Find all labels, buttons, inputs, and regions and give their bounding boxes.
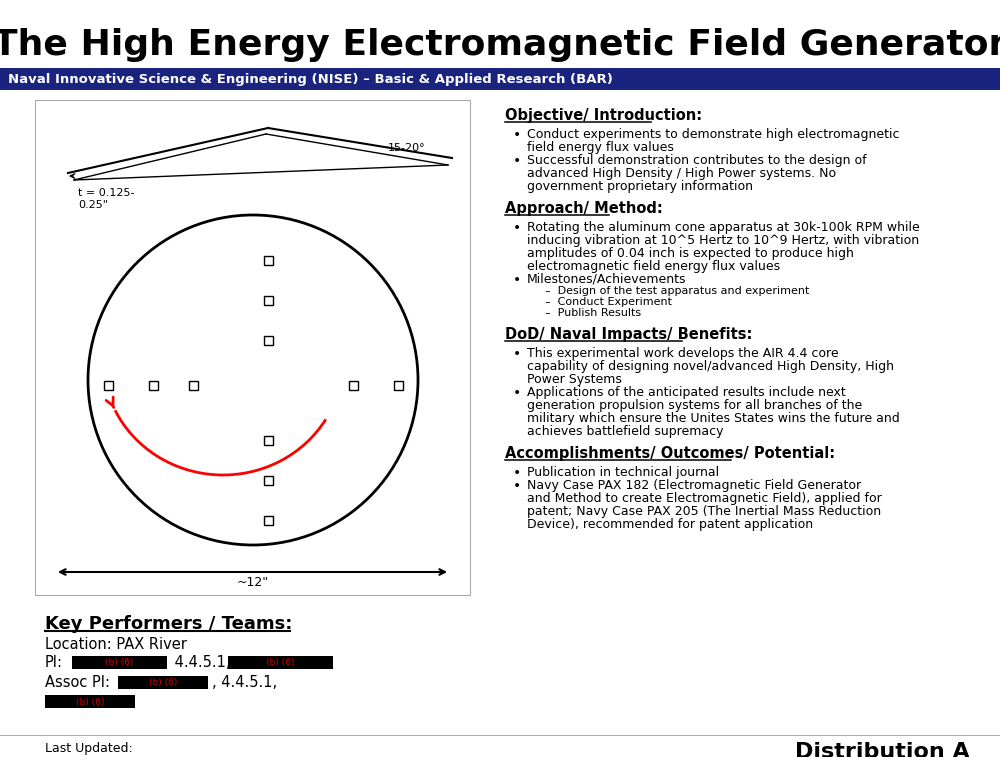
Text: electromagnetic field energy flux values: electromagnetic field energy flux values bbox=[527, 260, 780, 273]
Text: Approach/ Method:: Approach/ Method: bbox=[505, 201, 663, 216]
Text: •: • bbox=[513, 386, 521, 400]
Text: •: • bbox=[513, 273, 521, 287]
Text: 4.4.5.1,: 4.4.5.1, bbox=[170, 655, 230, 670]
Text: government proprietary information: government proprietary information bbox=[527, 180, 753, 193]
Bar bbox=[264, 256, 272, 264]
Bar bbox=[72, 656, 167, 669]
Text: Navy Case PAX 182 (Electromagnetic Field Generator: Navy Case PAX 182 (Electromagnetic Field… bbox=[527, 479, 861, 492]
Text: t = 0.125-
0.25": t = 0.125- 0.25" bbox=[78, 188, 134, 210]
Bar bbox=[264, 475, 272, 484]
Text: •: • bbox=[513, 154, 521, 168]
Bar bbox=[45, 695, 135, 708]
Text: The High Energy Electromagnetic Field Generator: The High Energy Electromagnetic Field Ge… bbox=[0, 28, 1000, 62]
Text: field energy flux values: field energy flux values bbox=[527, 141, 674, 154]
Text: –  Design of the test apparatus and experiment: – Design of the test apparatus and exper… bbox=[545, 286, 809, 296]
Text: •: • bbox=[513, 221, 521, 235]
Text: ~12": ~12" bbox=[236, 576, 269, 589]
Text: •: • bbox=[513, 347, 521, 361]
Text: Last Updated:: Last Updated: bbox=[45, 742, 133, 755]
Bar bbox=[264, 295, 272, 304]
Bar bbox=[104, 381, 112, 390]
Text: Publication in technical journal: Publication in technical journal bbox=[527, 466, 719, 479]
Text: amplitudes of 0.04 inch is expected to produce high: amplitudes of 0.04 inch is expected to p… bbox=[527, 247, 854, 260]
Text: (b) (6): (b) (6) bbox=[149, 678, 177, 687]
Text: Distribution A: Distribution A bbox=[795, 742, 970, 757]
Text: Successful demonstration contributes to the design of: Successful demonstration contributes to … bbox=[527, 154, 867, 167]
Text: DoD/ Naval Impacts/ Benefits:: DoD/ Naval Impacts/ Benefits: bbox=[505, 327, 752, 342]
Bar bbox=[264, 335, 272, 344]
Text: advanced High Density / High Power systems. No: advanced High Density / High Power syste… bbox=[527, 167, 836, 180]
Text: –  Publish Results: – Publish Results bbox=[545, 308, 641, 318]
Text: –  Conduct Experiment: – Conduct Experiment bbox=[545, 297, 672, 307]
Text: military which ensure the Unites States wins the future and: military which ensure the Unites States … bbox=[527, 412, 900, 425]
Text: Accomplishments/ Outcomes/ Potential:: Accomplishments/ Outcomes/ Potential: bbox=[505, 446, 835, 461]
Text: achieves battlefield supremacy: achieves battlefield supremacy bbox=[527, 425, 724, 438]
Bar bbox=[349, 381, 358, 390]
Text: (b) (6): (b) (6) bbox=[266, 658, 294, 666]
Text: Location: PAX River: Location: PAX River bbox=[45, 637, 187, 652]
Text: inducing vibration at 10^5 Hertz to 10^9 Hertz, with vibration: inducing vibration at 10^5 Hertz to 10^9… bbox=[527, 234, 919, 247]
Text: Objective/ Introduction:: Objective/ Introduction: bbox=[505, 108, 702, 123]
Text: (b) (6): (b) (6) bbox=[76, 697, 104, 706]
Text: •: • bbox=[513, 128, 521, 142]
Text: and Method to create Electromagnetic Field), applied for: and Method to create Electromagnetic Fie… bbox=[527, 492, 882, 505]
Text: Conduct experiments to demonstrate high electromagnetic: Conduct experiments to demonstrate high … bbox=[527, 128, 900, 141]
Text: •: • bbox=[513, 479, 521, 493]
Text: (b) (6): (b) (6) bbox=[105, 658, 133, 666]
Text: generation propulsion systems for all branches of the: generation propulsion systems for all br… bbox=[527, 399, 862, 412]
Bar bbox=[188, 381, 198, 390]
Bar bbox=[228, 656, 333, 669]
Text: capability of designing novel/advanced High Density, High: capability of designing novel/advanced H… bbox=[527, 360, 894, 373]
Text: Power Systems: Power Systems bbox=[527, 373, 622, 386]
Text: Device), recommended for patent application: Device), recommended for patent applicat… bbox=[527, 518, 813, 531]
Bar bbox=[394, 381, 402, 390]
Text: This experimental work develops the AIR 4.4 core: This experimental work develops the AIR … bbox=[527, 347, 839, 360]
Text: patent; Navy Case PAX 205 (The Inertial Mass Reduction: patent; Navy Case PAX 205 (The Inertial … bbox=[527, 505, 881, 518]
Text: Rotating the aluminum cone apparatus at 30k-100k RPM while: Rotating the aluminum cone apparatus at … bbox=[527, 221, 920, 234]
Text: 15-20°: 15-20° bbox=[388, 143, 426, 153]
Bar bbox=[35, 100, 470, 595]
Text: Naval Innovative Science & Engineering (NISE) – Basic & Applied Research (BAR): Naval Innovative Science & Engineering (… bbox=[8, 73, 613, 86]
Text: Assoc PI:: Assoc PI: bbox=[45, 675, 110, 690]
Text: Applications of the anticipated results include next: Applications of the anticipated results … bbox=[527, 386, 846, 399]
Bar bbox=[118, 676, 208, 689]
Text: •: • bbox=[513, 466, 521, 480]
Bar bbox=[148, 381, 158, 390]
Text: Key Performers / Teams:: Key Performers / Teams: bbox=[45, 615, 292, 633]
Text: , 4.4.5.1,: , 4.4.5.1, bbox=[212, 675, 277, 690]
Bar bbox=[264, 516, 272, 525]
Bar bbox=[0, 68, 1000, 90]
Text: PI:: PI: bbox=[45, 655, 63, 670]
Text: Milestones/Achievements: Milestones/Achievements bbox=[527, 273, 686, 286]
Bar bbox=[264, 435, 272, 444]
